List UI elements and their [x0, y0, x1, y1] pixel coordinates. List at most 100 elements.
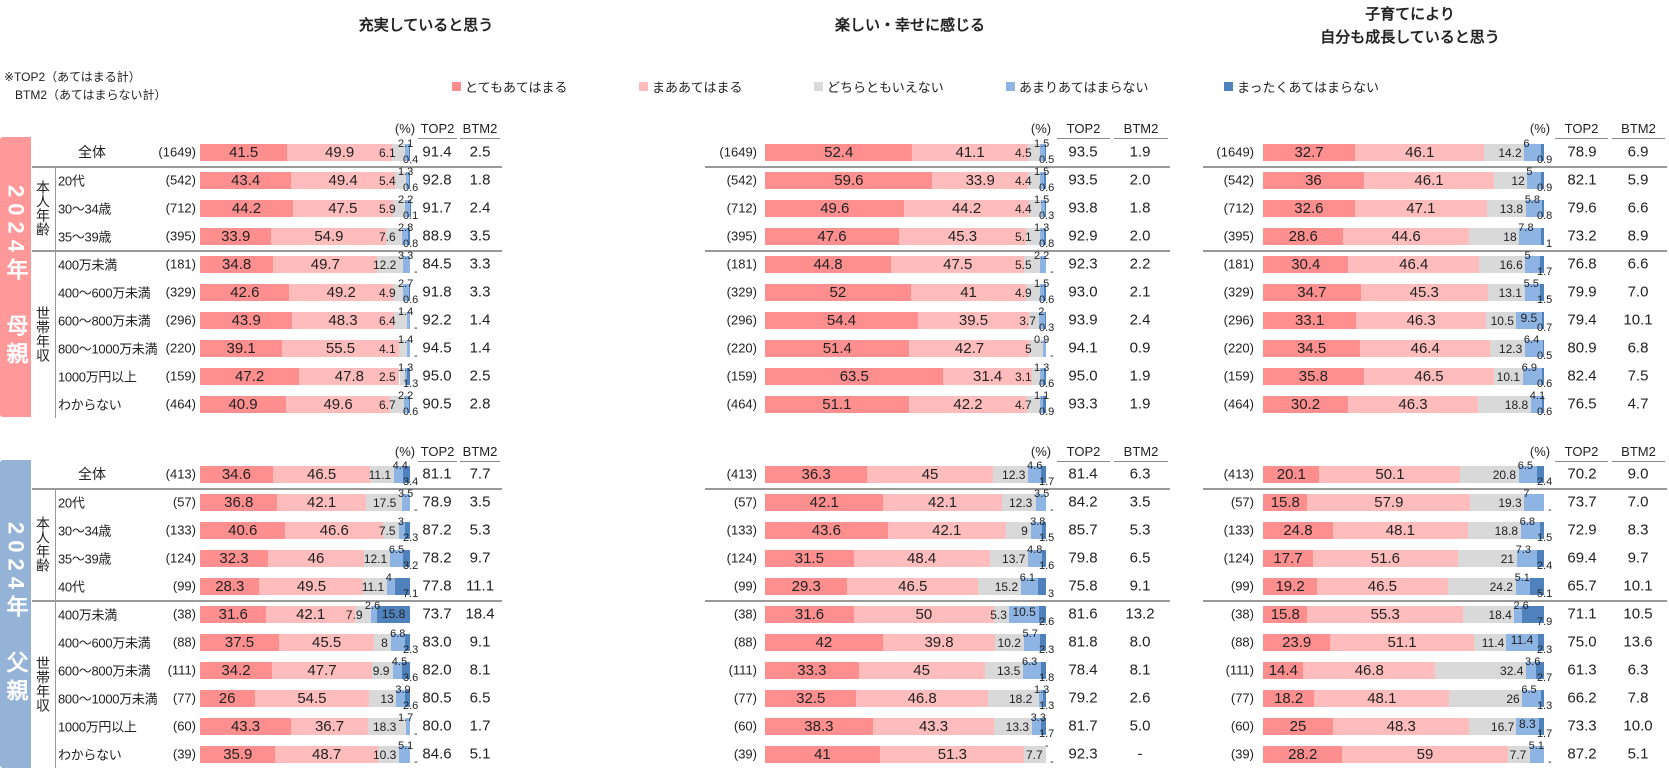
bar-segment: [1307, 493, 1471, 511]
bar-segment: [1312, 549, 1458, 567]
sample-size: (60): [733, 718, 757, 734]
bar-value-label: 4.4: [1015, 174, 1032, 188]
bar-value-label: 33.9: [965, 171, 995, 189]
btm2-value: 10.0: [1623, 717, 1653, 735]
bar-segment: [200, 143, 288, 161]
bar-value-label: 19.2: [1275, 577, 1305, 595]
bar-value-label: -: [1050, 349, 1054, 362]
bar-segment: [398, 339, 408, 357]
bar-value-label: 0.9: [1039, 405, 1055, 418]
bar-value-label: 7.9: [1537, 615, 1553, 628]
bar-value-label: 25: [1289, 717, 1307, 735]
top2-value: 73.3: [1567, 717, 1597, 735]
bar-segment: [278, 633, 375, 651]
bar-value-label: 42: [815, 633, 833, 651]
group-separator: [705, 488, 1170, 490]
bar-value-label: 1.5: [1034, 193, 1050, 206]
bar-segment: [1263, 283, 1361, 301]
bar-value-label: 18.3: [373, 720, 397, 734]
bar-segment: [765, 171, 933, 189]
top2-value: 71.1: [1567, 605, 1597, 623]
bar-segment: [1347, 395, 1478, 413]
top2-value: 88.9: [422, 227, 452, 245]
header-underline: [460, 461, 500, 462]
bar-value-label: 11.4: [1481, 636, 1505, 650]
bar-segment: [1263, 633, 1331, 651]
bar-value-label: 3.5: [398, 487, 414, 500]
btm2-value: 8.1: [1129, 661, 1151, 679]
bar-value-label: 47.2: [235, 367, 265, 385]
btm2-value: 6.9: [1627, 143, 1649, 161]
bar-value-label: 6.7: [379, 398, 396, 412]
bar-value-label: 42.2: [953, 395, 983, 413]
bar-segment: [1457, 549, 1517, 567]
bar-value-label: 31.4: [973, 367, 1003, 385]
bar-value-label: 2.1: [398, 137, 414, 150]
btm2-value: 9.1: [469, 633, 491, 651]
bar-value-label: 1.7: [1537, 265, 1553, 278]
bar-value-label: 2.5: [379, 370, 396, 384]
bar-value-label: 4: [385, 571, 392, 584]
bar-segment: [1542, 395, 1544, 413]
bar-segment: [404, 143, 410, 161]
bar-segment: [200, 493, 278, 511]
top2-value: 79.9: [1567, 283, 1597, 301]
bar-value-label: 2.8: [398, 221, 414, 234]
row-label: 600～800万未満: [58, 313, 151, 329]
sample-size: (329): [726, 284, 757, 300]
bar-value-label: 18.2: [1274, 689, 1304, 707]
bar-value-label: 3: [1048, 587, 1055, 600]
bar-segment: [267, 549, 365, 567]
bar-segment: [1521, 605, 1544, 623]
bar-segment: [1263, 395, 1348, 413]
row-label: 20代: [58, 173, 85, 189]
top2-header: TOP2: [1066, 444, 1101, 459]
bar-segment: [1263, 171, 1365, 189]
btm2-value: 7.8: [1627, 689, 1649, 707]
bar-segment: [867, 465, 994, 483]
bar-segment: [1040, 171, 1045, 189]
btm2-value: 3.5: [469, 493, 491, 511]
sample-size: (296): [726, 312, 757, 328]
bar-value-label: 46.6: [319, 521, 349, 539]
top2-value: 76.8: [1567, 255, 1597, 273]
top2-value: 80.9: [1567, 339, 1597, 357]
bar-segment: [911, 283, 1027, 301]
top2-value: 82.0: [422, 661, 452, 679]
sample-size: (181): [726, 256, 757, 272]
bar-value-label: -: [414, 755, 418, 768]
bar-segment: [1515, 717, 1540, 735]
sample-size: (181): [165, 256, 196, 272]
bar-segment: [1044, 367, 1046, 385]
bar-segment: [858, 661, 985, 679]
top2-value: 95.0: [1068, 367, 1098, 385]
legend-swatch: [1006, 82, 1015, 91]
sample-size: (88): [733, 634, 757, 650]
bar-value-label: 41: [814, 745, 831, 763]
bar-value-label: 3.3: [398, 249, 414, 262]
sample-size: (60): [1230, 718, 1254, 734]
group-separator: [1203, 166, 1667, 168]
bar-segment: [1462, 605, 1515, 623]
bar-value-label: 2.3: [403, 531, 419, 544]
top2-value: 91.7: [422, 199, 452, 217]
bar-segment: [1040, 395, 1044, 413]
row-label: 800～1000万未満: [58, 341, 158, 357]
bar-segment: [371, 661, 393, 679]
bar-value-label: -: [1050, 755, 1054, 768]
bar-segment: [909, 339, 1030, 357]
bar-value-label: 48.3: [1386, 717, 1416, 735]
row-label: 400～600万未満: [58, 635, 151, 651]
bar-segment: [394, 171, 407, 189]
bar-value-label: 3.6: [1525, 655, 1541, 668]
group-separator: [32, 166, 502, 168]
btm2-value: 18.4: [465, 605, 495, 623]
sample-size: (39): [733, 746, 757, 762]
btm2-value: 2.6: [1129, 689, 1151, 707]
bar-value-label: 4.5: [1015, 146, 1032, 160]
sample-size: (464): [726, 396, 757, 412]
bar-segment: [1354, 143, 1485, 161]
bar-segment: [287, 143, 392, 161]
bar-segment: [1518, 465, 1537, 483]
bar-value-label: 51.4: [822, 339, 852, 357]
